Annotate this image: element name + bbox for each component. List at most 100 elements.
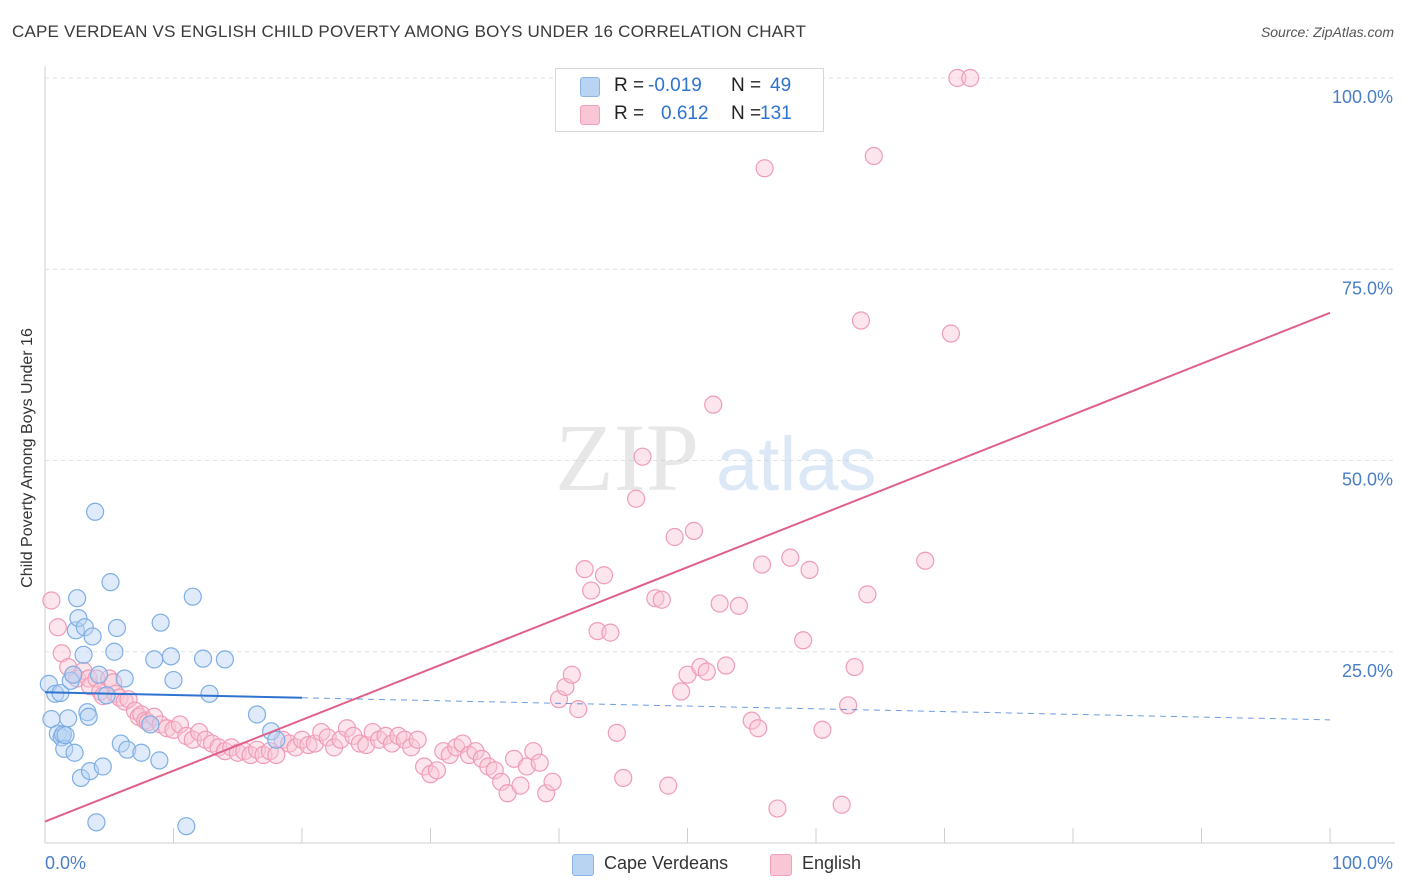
english-point xyxy=(594,566,614,585)
english-point xyxy=(485,761,504,780)
english-point xyxy=(42,591,61,610)
cape-verdeans-legend-swatch xyxy=(572,854,594,876)
y-tick-label: 75.0% xyxy=(1342,278,1393,298)
english-point xyxy=(530,753,549,772)
english-point xyxy=(941,324,961,343)
n-label: N = xyxy=(731,75,762,96)
english-point xyxy=(794,631,813,650)
english-point xyxy=(752,555,772,574)
cape-verdean-point xyxy=(86,502,105,521)
cape-verdean-point xyxy=(83,627,102,646)
r-label: R = xyxy=(614,103,645,124)
cape-verdean-point xyxy=(55,739,74,759)
cape-verdean-point xyxy=(65,743,84,762)
english-point xyxy=(524,742,543,761)
x-tick-label: 100.0% xyxy=(1332,853,1393,873)
english-point xyxy=(427,761,447,780)
english-point xyxy=(697,662,716,681)
english-point xyxy=(839,696,858,715)
english-legend-swatch xyxy=(770,854,792,876)
watermark-zip: ZIP xyxy=(555,404,699,511)
english-point xyxy=(614,768,633,788)
cape-verdean-point xyxy=(183,587,202,606)
cape-verdean-point xyxy=(64,665,83,684)
cape-verdean-point xyxy=(69,608,88,628)
cape-verdean-point xyxy=(267,730,286,749)
cape-verdean-point xyxy=(97,686,116,705)
english-point xyxy=(646,589,665,608)
english-point xyxy=(961,68,980,88)
cape-verdean-point xyxy=(193,649,213,668)
cape-verdean-point xyxy=(200,684,219,703)
y-tick-label: 50.0% xyxy=(1342,470,1393,490)
x-tick-label: 0.0% xyxy=(45,853,86,873)
y-tick-label: 25.0% xyxy=(1342,661,1393,681)
english-point xyxy=(781,548,800,567)
n-value: 131 xyxy=(760,103,792,124)
english-point xyxy=(408,730,427,749)
english-point xyxy=(768,799,787,818)
english-point xyxy=(350,734,369,753)
cape-verdean-point xyxy=(74,645,93,664)
cape-verdean-point xyxy=(118,740,137,759)
cape-verdean-point xyxy=(150,751,169,770)
cape-verdean-point xyxy=(107,618,127,638)
english-point xyxy=(813,720,832,739)
r-label: R = xyxy=(614,75,645,96)
cape-verdean-point xyxy=(101,573,120,592)
english-point xyxy=(659,776,678,795)
trend-lines xyxy=(44,311,1331,823)
cape-verdean-point xyxy=(71,768,91,788)
y-tick-label: 100.0% xyxy=(1332,87,1393,107)
source-label: Source: ZipAtlas.com xyxy=(1260,24,1394,40)
cape-verdean-point xyxy=(247,705,267,724)
english-point xyxy=(948,68,967,88)
cape-verdean-point xyxy=(56,726,75,745)
series-legend: Cape Verdeans English xyxy=(0,852,1406,878)
cape-verdean-point xyxy=(75,618,94,637)
english-point xyxy=(601,623,620,642)
english-point xyxy=(569,700,588,719)
english-point xyxy=(267,745,286,765)
english-point xyxy=(858,585,877,604)
legend-row-english: R = 0.612 N = 131 xyxy=(556,101,823,129)
english-point xyxy=(851,311,871,330)
cape-verdean-point xyxy=(105,642,124,661)
english-point xyxy=(755,159,774,178)
english-point xyxy=(749,719,768,738)
cape-verdean-point xyxy=(115,669,134,688)
cape-verdeans-swatch xyxy=(580,77,600,97)
cape-verdean-point xyxy=(46,684,65,703)
english-point xyxy=(832,795,851,814)
cape-verdean-point xyxy=(87,813,106,832)
english-point xyxy=(562,665,581,684)
cape-verdeans-trend-extension xyxy=(301,697,1331,721)
grid-lines xyxy=(45,77,1395,653)
english-point xyxy=(729,596,749,615)
english-point xyxy=(492,772,511,791)
english-point xyxy=(511,776,530,795)
english-point xyxy=(684,521,704,540)
cape-verdean-points xyxy=(39,502,286,836)
watermark-atlas: atlas xyxy=(716,422,877,507)
cape-verdean-point xyxy=(177,817,196,836)
legend-row-cape-verdeans: R = -0.019 N = 49 xyxy=(556,73,823,101)
english-legend-label: English xyxy=(802,853,862,873)
english-point xyxy=(716,656,736,675)
chart-title: CAPE VERDEAN VS ENGLISH CHILD POVERTY AM… xyxy=(12,22,807,41)
watermark: ZIP atlas xyxy=(555,404,877,511)
english-point xyxy=(299,735,318,755)
cape-verdean-point xyxy=(161,647,181,666)
cape-verdean-point xyxy=(215,650,234,669)
english-point xyxy=(665,527,684,547)
english-point xyxy=(633,447,652,466)
r-value: 0.612 xyxy=(661,103,709,124)
n-label: N = xyxy=(731,103,762,124)
cape-verdean-point xyxy=(164,670,183,690)
english-point xyxy=(626,489,646,508)
english-trend-line xyxy=(44,311,1331,823)
english-point xyxy=(543,772,562,791)
cape-verdean-point xyxy=(151,613,170,632)
cape-verdean-point xyxy=(145,650,164,669)
cape-verdean-point xyxy=(79,707,98,726)
